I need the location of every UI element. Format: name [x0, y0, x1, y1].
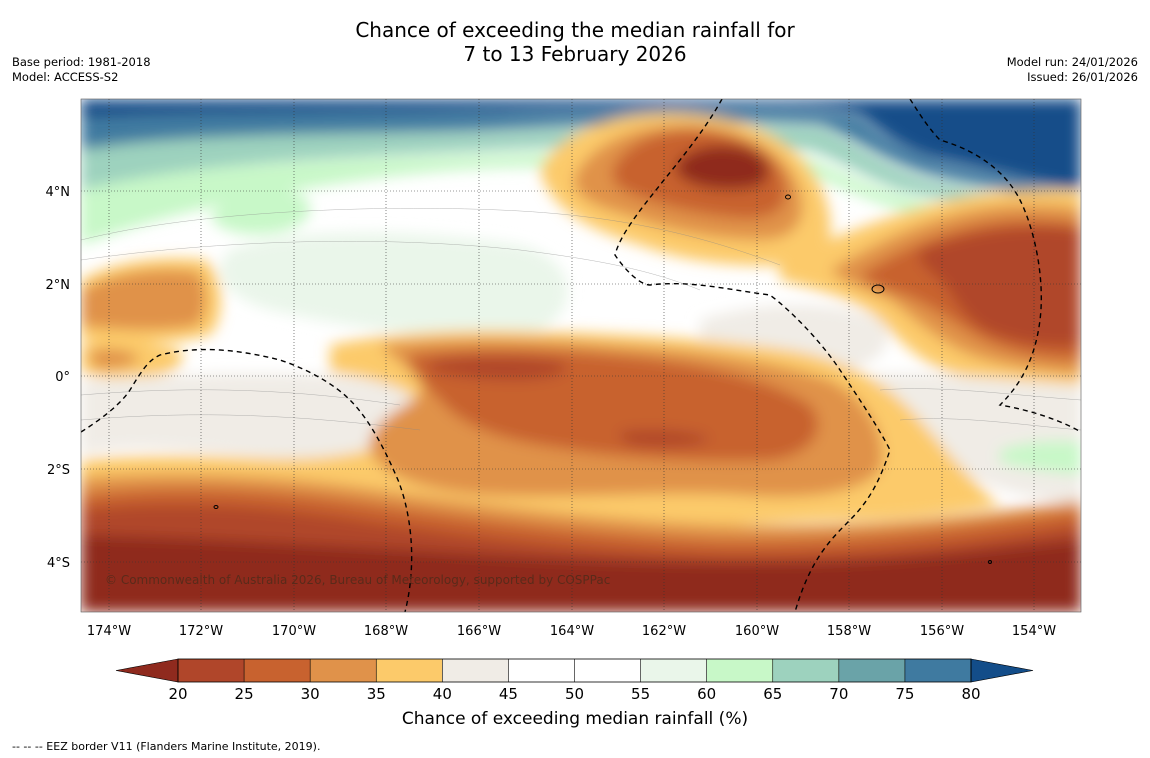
- zone-north-blue: [81, 108, 1081, 200]
- zone-west-orange-2: [88, 349, 140, 369]
- map-field: © Commonwealth of Australia 2026, Bureau…: [81, 99, 1081, 612]
- colorbar-swatch: [310, 659, 377, 682]
- colorbar-tick-label: 25: [235, 685, 254, 703]
- lat-label: 2°S: [47, 463, 70, 478]
- colorbar-tick-label: 60: [697, 685, 716, 703]
- lon-label: 168°W: [364, 624, 408, 639]
- colorbar-tick-label: 80: [961, 685, 980, 703]
- zone-right-green: [1000, 440, 1081, 475]
- colorbar-tick-label: 70: [829, 685, 848, 703]
- eez-footnote: -- -- -- EEZ border V11 (Flanders Marine…: [12, 740, 321, 753]
- meta-left: Base period: 1981-2018 Model: ACCESS-S2: [12, 55, 151, 85]
- colorbar-swatch: [772, 659, 839, 682]
- lat-label: 4°S: [47, 556, 70, 571]
- island-small-2: [988, 560, 992, 564]
- copyright-text: © Commonwealth of Australia 2026, Bureau…: [105, 573, 610, 587]
- island-teraina: [785, 194, 791, 200]
- colorbar-swatch: [244, 659, 311, 682]
- lon-label: 166°W: [457, 624, 501, 639]
- eez-border-kiribati-west: [81, 348, 413, 612]
- colorbar-tick-label: 40: [433, 685, 452, 703]
- lon-label: 174°W: [87, 624, 131, 639]
- zone-central-red: [430, 357, 566, 380]
- lat-label: 0°: [55, 370, 70, 385]
- island-kiritimati: [871, 284, 885, 294]
- colorbar-tick-label: 45: [499, 685, 518, 703]
- zone-green-patch-2: [210, 191, 311, 235]
- lon-label: 164°W: [550, 624, 594, 639]
- contour-lines: [81, 208, 1081, 431]
- lon-label: 170°W: [272, 624, 316, 639]
- lat-label: 2°N: [46, 278, 71, 293]
- colorbar-tick-label: 20: [168, 685, 187, 703]
- chart-title: Chance of exceeding the median rainfall …: [0, 18, 1150, 66]
- lat-axis-labels: 4°N 2°N 0° 2°S 4°S: [46, 185, 71, 571]
- zone-equator-white: [81, 373, 451, 463]
- colorbar-extend-high: [970, 658, 1034, 683]
- map-frame: [80, 98, 1082, 613]
- zone-right-white: [870, 373, 1081, 505]
- colorbar-swatch: [442, 659, 509, 682]
- zone-north-blue-dark: [81, 99, 1081, 190]
- colorbar-swatch: [640, 659, 707, 682]
- zone-north-lightgreen: [81, 149, 1081, 245]
- colorbar-swatch: [574, 659, 641, 682]
- zone-north-red: [675, 145, 769, 190]
- title-line-1: Chance of exceeding the median rainfall …: [355, 18, 795, 42]
- colorbar-swatch: [508, 659, 575, 682]
- colorbar-swatch: [904, 659, 971, 682]
- base-period: Base period: 1981-2018: [12, 55, 151, 69]
- lon-label: 154°W: [1012, 624, 1056, 639]
- colorbar-swatch: [706, 659, 773, 682]
- colorbar: 20 25 30 35 40 45 50 55 60 65 70 75 80: [115, 658, 1034, 703]
- rainfall-field: [81, 99, 1081, 612]
- colorbar-extend-low: [115, 658, 179, 683]
- zone-north-teal: [81, 124, 1081, 210]
- title-line-2: 7 to 13 February 2026: [463, 42, 687, 66]
- colorbar-tick-label: 75: [895, 685, 914, 703]
- lon-label: 156°W: [920, 624, 964, 639]
- zone-paleweak: [220, 232, 568, 337]
- meta-right: Model run: 24/01/2026 Issued: 26/01/2026: [1007, 55, 1138, 85]
- colorbar-label: Chance of exceeding median rainfall (%): [401, 709, 749, 729]
- eez-border-line-islands: [614, 99, 891, 612]
- colorbar-tick-label: 35: [367, 685, 386, 703]
- islands: [213, 194, 992, 564]
- zone-west-orange: [81, 269, 206, 330]
- model-name: Model: ACCESS-S2: [12, 70, 119, 84]
- island-small-1: [213, 505, 219, 509]
- zone-central-red-2: [619, 430, 710, 447]
- colorbar-tick-label: 65: [763, 685, 782, 703]
- colorbar-swatch: [838, 659, 905, 682]
- lon-label: 160°W: [735, 624, 779, 639]
- lat-label: 4°N: [46, 185, 71, 200]
- lon-label: 162°W: [642, 624, 686, 639]
- colorbar-tick-label: 55: [631, 685, 650, 703]
- lon-label: 172°W: [179, 624, 223, 639]
- colorbar-tick-label: 50: [565, 685, 584, 703]
- colorbar-tick-label: 30: [301, 685, 320, 703]
- lon-label: 158°W: [827, 624, 871, 639]
- eez-border-east: [909, 99, 1081, 433]
- lon-axis-labels: 174°W 172°W 170°W 168°W 166°W 164°W 162°…: [87, 624, 1056, 639]
- eez-borders: [81, 99, 1081, 612]
- colorbar-swatch: [178, 659, 245, 682]
- model-run: Model run: 24/01/2026: [1006, 55, 1138, 69]
- issued-date: Issued: 26/01/2026: [1027, 70, 1138, 84]
- colorbar-swatch: [376, 659, 443, 682]
- zone-south-darkred: [81, 535, 1081, 612]
